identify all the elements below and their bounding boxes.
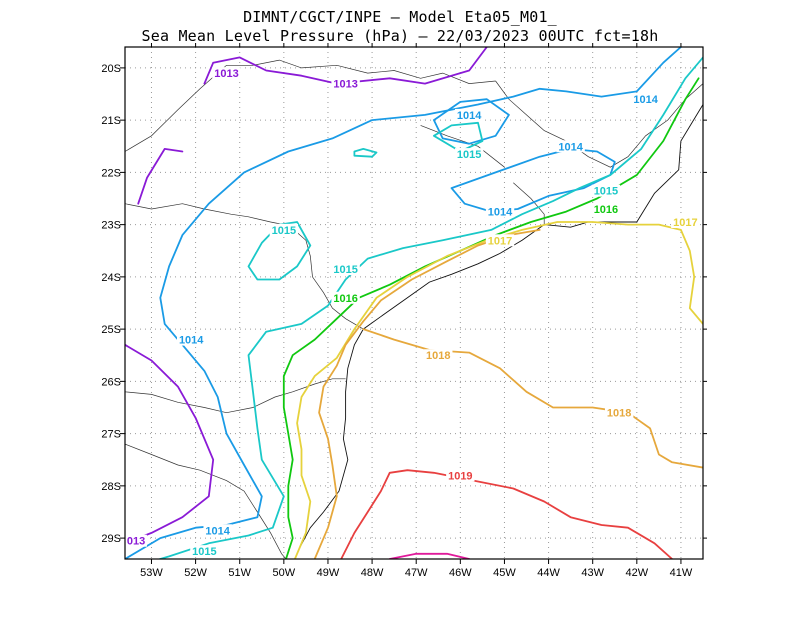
state-border	[495, 80, 703, 168]
x-tick-label: 52W	[184, 567, 207, 579]
isobar-label: 1015	[272, 225, 296, 237]
isobar-label-bg	[203, 524, 232, 537]
isobar-labels: 1013 1013 013 1014 1014 1014 1014 1014 1014 1015 1…	[125, 67, 700, 558]
y-tick-label: 28S	[101, 481, 121, 493]
isobar-1014	[450, 148, 616, 213]
isobar-label: 1018	[607, 408, 631, 420]
isobar-label-bg	[604, 406, 634, 419]
x-tick-label: 41W	[670, 567, 693, 579]
isobar-label-bg	[591, 184, 621, 197]
x-tick-label: 49W	[317, 567, 340, 579]
chart-title-line-1: DIMNT/CGCT/INPE – Model Eta05_M01_	[243, 8, 557, 26]
state-border	[125, 59, 496, 152]
isobar-1020	[388, 552, 471, 559]
isobar-label-bg	[331, 263, 360, 276]
isobar-label: 1014	[488, 207, 513, 219]
isobar-label: 1016	[333, 293, 357, 305]
coastline-layer	[294, 104, 703, 559]
isobar-label-bg	[454, 148, 484, 161]
isobar-label: 1014	[179, 335, 204, 347]
y-tick-label: 26S	[101, 376, 121, 388]
state-border	[125, 378, 346, 414]
state-border	[513, 182, 545, 225]
isobar-1015	[247, 221, 312, 281]
isobar-label-bg	[485, 205, 515, 218]
isobar-1014	[125, 47, 682, 559]
isobar-label-bg	[212, 67, 241, 80]
x-tick-label: 44W	[537, 567, 560, 579]
y-tick-label: 22S	[101, 167, 121, 179]
y-tick-label: 21S	[101, 115, 121, 127]
isobar-label: 1014	[205, 525, 230, 537]
isobar-label-bg	[331, 77, 360, 90]
isobar-label-bg	[125, 534, 147, 547]
coastline	[294, 104, 703, 559]
y-tick-label: 20S	[101, 63, 121, 75]
plot-background	[125, 47, 703, 559]
isobar-label: 1015	[594, 186, 618, 198]
y-tick-label: 24S	[101, 272, 121, 284]
isobar-label-bg	[556, 140, 585, 153]
isobar-label-bg	[671, 216, 700, 229]
isobar-label: 1014	[633, 94, 658, 106]
isobar-label-bg	[454, 108, 484, 121]
x-tick-label: 42W	[626, 567, 649, 579]
isobar-label-bg	[176, 333, 206, 346]
x-tick-label: 48W	[361, 567, 384, 579]
isobar-label: 1019	[448, 470, 472, 482]
x-tick-label: 53W	[140, 567, 163, 579]
isobar-label: 1018	[426, 350, 450, 362]
x-tick-label: 47W	[405, 567, 428, 579]
isobar-1015	[353, 148, 378, 158]
isobar-label: 013	[127, 536, 145, 548]
x-tick-label: 51W	[228, 567, 251, 579]
y-tick-label: 25S	[101, 324, 121, 336]
x-tick-label: 50W	[273, 567, 296, 579]
y-axis: 20S 21S 22S 23S 24S 25S 26S 27S 28S 29S	[101, 63, 707, 545]
x-tick-label: 45W	[493, 567, 516, 579]
isobar-label: 1017	[488, 235, 512, 247]
isobar-label-bg	[269, 223, 299, 236]
isobar-1018	[313, 229, 541, 559]
isobar-label-bg	[631, 93, 660, 106]
grid-lines	[125, 47, 703, 559]
isobar-label: 1015	[333, 264, 357, 276]
y-tick-label: 23S	[101, 220, 121, 232]
isobar-1017	[294, 221, 703, 559]
y-tick-label: 29S	[101, 533, 121, 545]
isobar-label-bg	[591, 202, 621, 215]
isobar-label: 1015	[192, 546, 216, 558]
y-tick-label: 27S	[101, 429, 121, 441]
isobar-label-bg	[424, 349, 453, 362]
isobar-label: 1016	[594, 204, 618, 216]
state-border	[125, 443, 287, 559]
isobar-label: 1015	[457, 149, 481, 161]
x-axis: 53W 52W 51W 50W 49W 48W 47W 46W 45W 44W 43W 42W 41W	[140, 43, 693, 579]
isobar-label-bg	[331, 291, 360, 304]
isobar-1013	[137, 148, 184, 205]
x-tick-label: 43W	[581, 567, 604, 579]
isobar-1014	[433, 98, 510, 145]
isobar-label-bg	[485, 234, 515, 247]
isobar-1013	[125, 343, 215, 545]
isobar-label: 1013	[333, 79, 357, 91]
isobar-label: 1014	[457, 110, 482, 122]
isobar-label: 1013	[214, 68, 238, 80]
isobar-label-bg	[190, 545, 219, 558]
chart-title-line-2: Sea Mean Level Pressure (hPa) – 22/03/20…	[141, 27, 659, 45]
isobar-label-bg	[446, 469, 475, 482]
plot-frame	[124, 46, 704, 560]
state-border	[420, 125, 505, 168]
isobar-label: 1017	[673, 217, 697, 229]
isobar-1013	[203, 47, 488, 85]
x-tick-label: 46W	[449, 567, 472, 579]
isobar-label: 1014	[558, 141, 583, 153]
